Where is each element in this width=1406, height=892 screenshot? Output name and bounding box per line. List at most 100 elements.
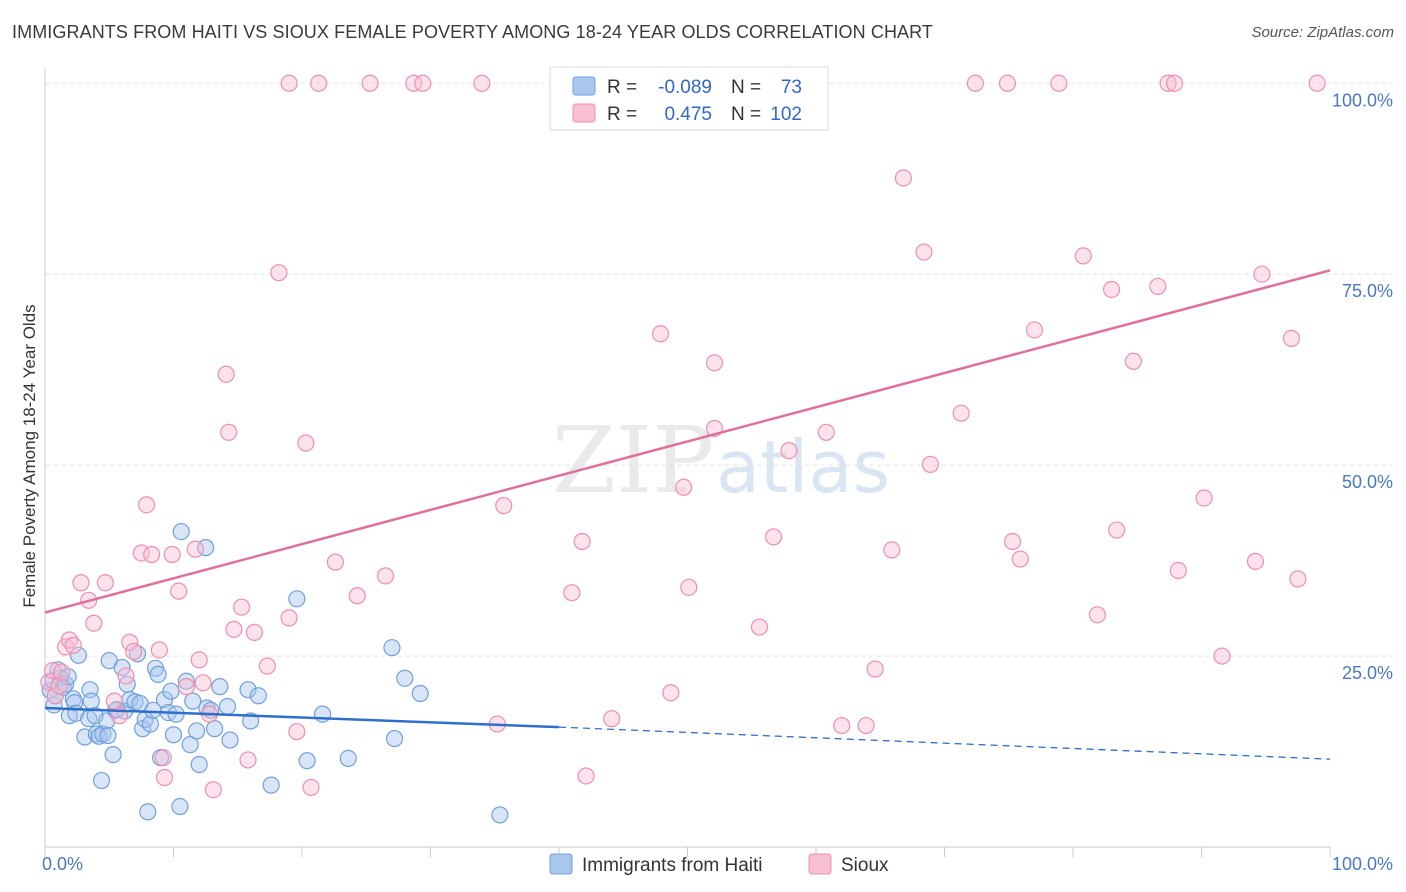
legend-n-label-0: N = xyxy=(731,77,761,98)
point-sioux-70 xyxy=(780,442,798,460)
chart-title: IMMIGRANTS FROM HAITI VS SIOUX FEMALE PO… xyxy=(12,22,934,42)
point-sioux-27 xyxy=(190,651,208,669)
point-sioux-3 xyxy=(50,677,68,695)
point-sioux-31 xyxy=(217,365,235,383)
point-sioux-23 xyxy=(163,545,181,564)
y-tick-labels: 25.0% 50.0% 75.0% 100.0% xyxy=(1332,90,1393,683)
point-haiti-29 xyxy=(113,658,131,677)
point-sioux-50 xyxy=(414,74,432,92)
point-haiti-42 xyxy=(149,665,167,683)
point-sioux-8 xyxy=(72,574,90,592)
point-sioux-57 xyxy=(603,710,621,728)
point-haiti-55 xyxy=(190,755,208,774)
point-sioux-72 xyxy=(833,716,851,735)
point-haiti-24 xyxy=(99,726,117,745)
point-haiti-65 xyxy=(262,776,280,794)
point-sioux-81 xyxy=(998,74,1017,92)
point-haiti-73 xyxy=(411,684,429,703)
point-sioux-48 xyxy=(361,74,379,92)
point-sioux-93 xyxy=(1165,74,1184,92)
point-sioux-100 xyxy=(1289,570,1307,588)
axes xyxy=(44,68,1331,857)
series-legend: Immigrants from Haiti Sioux xyxy=(549,853,889,876)
legend-r-label-0: R = xyxy=(607,77,637,98)
point-sioux-42 xyxy=(302,778,320,797)
point-sioux-18 xyxy=(137,496,156,514)
point-sioux-25 xyxy=(177,678,195,696)
point-haiti-47 xyxy=(164,726,183,744)
point-haiti-49 xyxy=(171,797,189,816)
point-haiti-46 xyxy=(162,682,180,700)
x-tick-label-0: 0.0% xyxy=(42,854,83,874)
point-sioux-35 xyxy=(239,751,257,769)
series-haiti-points xyxy=(41,522,509,824)
x-tick-label-1: 100.0% xyxy=(1332,854,1393,874)
legend-r-label-1: R = xyxy=(607,104,637,125)
point-sioux-33 xyxy=(225,620,243,638)
point-sioux-24 xyxy=(170,582,188,600)
point-haiti-38 xyxy=(139,803,157,821)
point-sioux-95 xyxy=(1195,489,1213,507)
legend-r-value-0: -0.089 xyxy=(658,77,712,98)
point-sioux-76 xyxy=(894,169,912,187)
series-legend-swatch-haiti xyxy=(549,853,573,875)
point-haiti-26 xyxy=(104,745,122,764)
trend-line-sioux xyxy=(44,269,1331,614)
point-haiti-69 xyxy=(339,749,357,768)
point-sioux-4 xyxy=(53,663,71,681)
point-sioux-20 xyxy=(150,641,168,659)
watermark-zip: ZIP xyxy=(552,407,714,514)
legend-swatch-haiti xyxy=(572,76,596,96)
point-sioux-84 xyxy=(1025,321,1044,339)
point-sioux-34 xyxy=(233,598,251,616)
point-haiti-62 xyxy=(239,681,257,699)
point-haiti-61 xyxy=(221,731,239,749)
point-sioux-88 xyxy=(1102,280,1121,299)
point-sioux-65 xyxy=(705,354,724,372)
series-sioux-points xyxy=(40,74,1326,799)
point-sioux-101 xyxy=(1308,74,1326,92)
point-sioux-73 xyxy=(857,716,875,735)
point-haiti-64 xyxy=(249,687,267,705)
series-legend-label-haiti: Immigrants from Haiti xyxy=(582,855,763,876)
point-sioux-63 xyxy=(680,578,698,596)
point-sioux-96 xyxy=(1213,647,1231,665)
point-sioux-74 xyxy=(866,660,884,678)
point-sioux-46 xyxy=(280,74,298,92)
point-sioux-2 xyxy=(46,687,64,705)
point-haiti-21 xyxy=(92,771,111,790)
point-sioux-11 xyxy=(96,574,114,592)
point-sioux-12 xyxy=(105,692,123,710)
point-sioux-98 xyxy=(1253,265,1271,283)
point-sioux-32 xyxy=(220,423,238,441)
point-sioux-39 xyxy=(280,609,298,627)
point-haiti-67 xyxy=(298,752,316,770)
point-sioux-83 xyxy=(1011,550,1029,568)
point-haiti-58 xyxy=(206,720,224,738)
point-sioux-43 xyxy=(326,553,345,571)
y-axis-title: Female Poverty Among 18-24 Year Olds xyxy=(20,304,39,607)
legend-n-value-0: 73 xyxy=(781,77,802,98)
point-haiti-52 xyxy=(181,736,199,754)
point-sioux-69 xyxy=(764,528,783,546)
point-haiti-51 xyxy=(177,672,195,690)
point-sioux-54 xyxy=(563,584,581,602)
point-sioux-55 xyxy=(573,532,591,551)
point-sioux-49 xyxy=(405,74,423,92)
chart-source: Source: ZipAtlas.com xyxy=(1251,24,1394,41)
point-sioux-91 xyxy=(1149,277,1167,296)
point-sioux-68 xyxy=(750,618,769,636)
point-haiti-72 xyxy=(396,669,414,687)
legend: R = -0.089 N = 73 R = 0.475 N = 102 xyxy=(549,66,829,131)
point-haiti-53 xyxy=(184,692,202,710)
point-sioux-62 xyxy=(675,478,693,496)
point-sioux-41 xyxy=(297,434,315,452)
point-haiti-17 xyxy=(82,692,100,710)
point-sioux-97 xyxy=(1246,552,1265,570)
point-sioux-56 xyxy=(577,767,595,785)
point-sioux-45 xyxy=(376,567,395,585)
point-sioux-82 xyxy=(1004,532,1022,551)
y-tick-label-2: 75.0% xyxy=(1342,281,1393,301)
point-haiti-71 xyxy=(385,729,404,748)
